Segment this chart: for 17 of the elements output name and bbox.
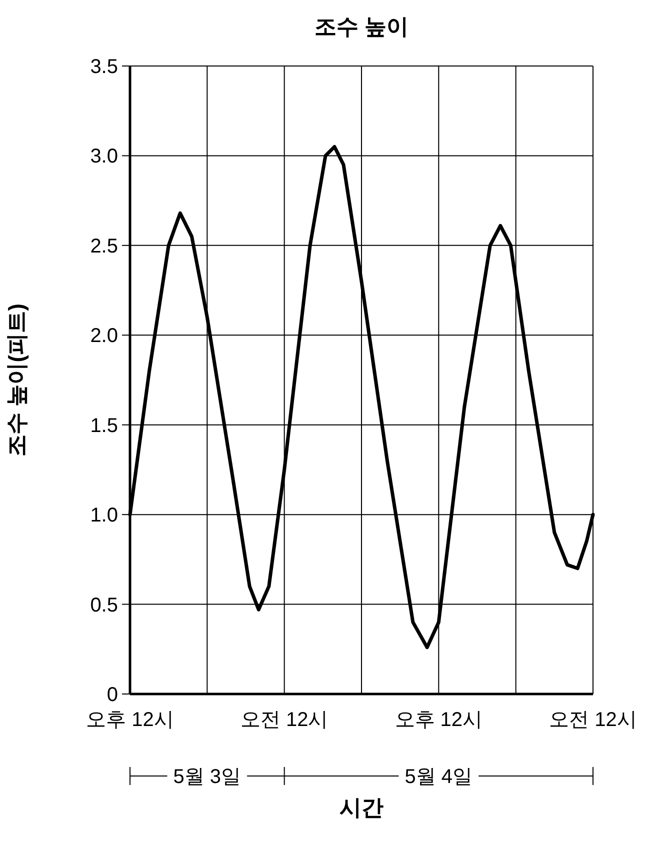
y-tick-label: 0 [106,684,118,706]
y-axis-title: 조수 높이(피트) [4,304,29,456]
x2-tick-label: 5월 3일 [173,766,242,788]
x2-tick-label: 5월 4일 [404,766,473,788]
x-axis-title: 시간 [340,795,384,820]
x-tick-label: 오후 12시 [86,709,174,731]
y-tick-label: 2.5 [90,235,118,258]
y-tick-label: 0.5 [90,594,118,616]
y-tick-label: 1.5 [90,414,118,437]
x-tick-label: 오후 12시 [394,709,483,731]
x-tick-label: 오전 12시 [549,709,637,731]
chart-title: 조수 높이 [314,14,409,39]
x-tick-label: 오전 12시 [240,709,328,731]
y-tick-label: 3.5 [90,56,118,78]
y-tick-label: 1.0 [90,504,118,527]
y-tick-label: 2.0 [90,325,118,348]
y-tick-label: 3.0 [90,146,118,168]
